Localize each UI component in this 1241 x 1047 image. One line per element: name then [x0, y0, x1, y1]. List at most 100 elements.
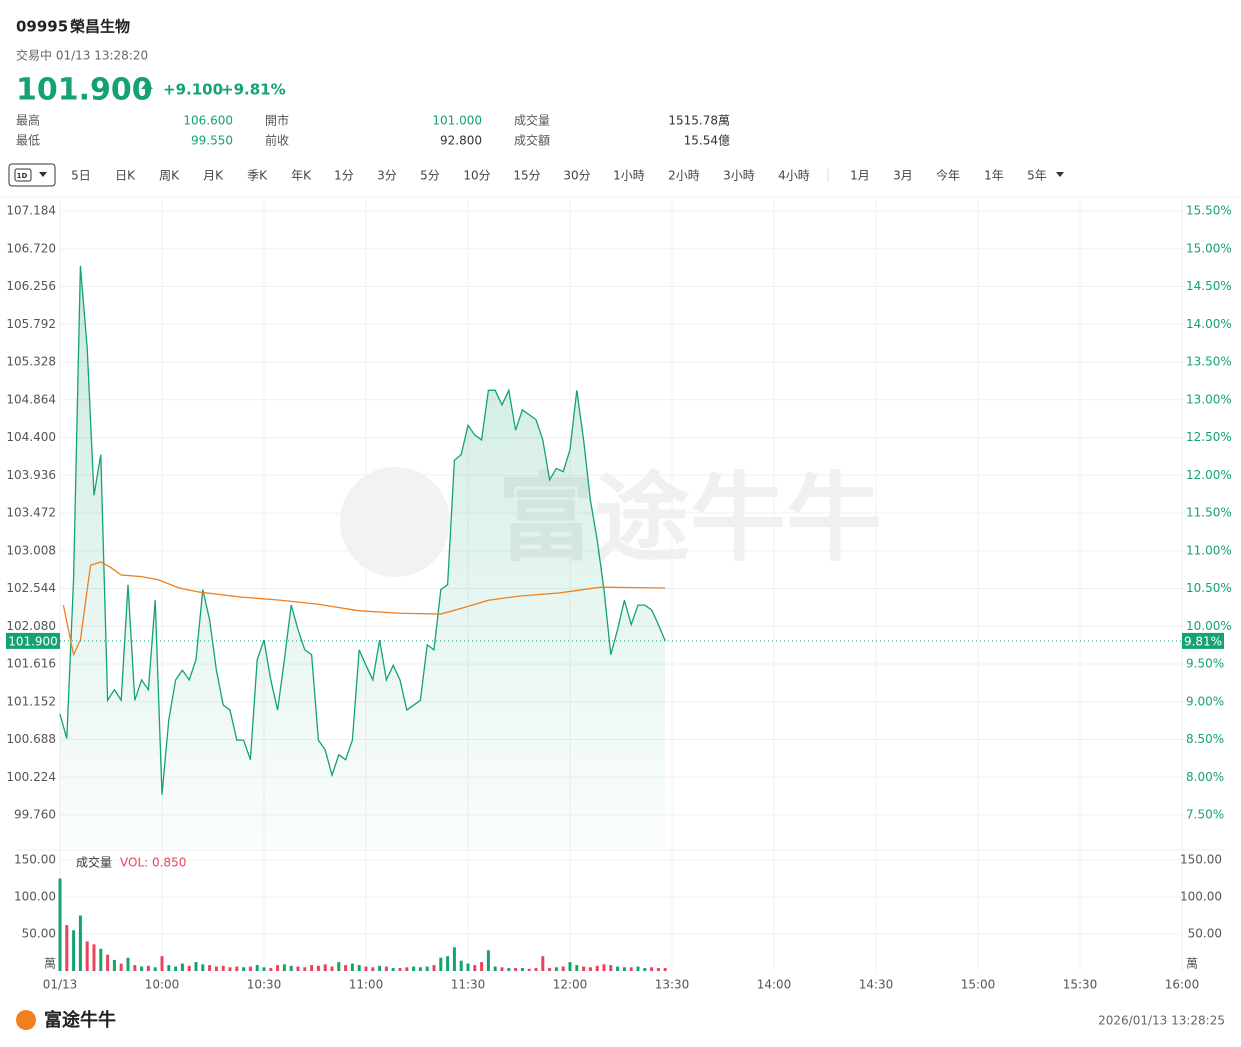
price: 101.900 [16, 73, 153, 108]
tab[interactable]: 今年 [936, 168, 960, 183]
stock-code: 09995 [16, 18, 68, 36]
tab[interactable]: 1年 [984, 169, 1004, 183]
volume-bar [643, 968, 647, 971]
y2-tick-label: 14.50% [1186, 279, 1232, 293]
volume-bar [310, 965, 314, 971]
tab[interactable]: 1D [17, 172, 28, 180]
tab[interactable]: 15分 [513, 169, 540, 183]
volume-bar [602, 964, 606, 971]
tab[interactable]: 4小時 [778, 169, 810, 183]
tab[interactable]: 5分 [420, 169, 440, 183]
volume-bar [418, 967, 422, 971]
volume-bar [568, 962, 572, 971]
volume-bar [92, 944, 96, 971]
volume-bar [616, 966, 620, 971]
tab[interactable]: 2小時 [668, 169, 700, 183]
tab[interactable]: 1分 [334, 169, 354, 183]
tab[interactable]: 3小時 [723, 169, 755, 183]
vol-indicator: VOL: 0.850 [120, 856, 186, 870]
stat-value: 99.550 [191, 134, 233, 148]
volume-bar [656, 968, 660, 971]
volume-bar [282, 964, 286, 971]
watermark-logo [340, 467, 450, 577]
stat-value: 92.800 [440, 134, 482, 148]
volume-bar [541, 956, 545, 971]
x-tick-label: 10:30 [247, 978, 282, 992]
dropdown-arrow [39, 172, 47, 177]
volume-bar [221, 965, 225, 971]
y2-tick-label: 15.00% [1186, 241, 1232, 255]
volume-bar [582, 966, 586, 971]
tab[interactable]: 季K [247, 169, 268, 183]
tab[interactable]: 日K [115, 169, 136, 183]
stat-label: 前收 [265, 133, 289, 148]
x-tick-label: 01/13 [43, 978, 78, 992]
volume-bar [588, 967, 592, 971]
volume-bar [609, 965, 613, 971]
volume-bar [486, 950, 490, 971]
volume-bar [140, 966, 144, 971]
last-price-label: 101.900 [8, 634, 58, 648]
volume-bar [167, 965, 171, 971]
stat-label: 成交額 [514, 133, 550, 148]
volume-bar [337, 962, 341, 971]
volume-bar [303, 967, 307, 971]
y2-tick-label: 9.50% [1186, 657, 1224, 671]
x-tick-label: 16:00 [1165, 978, 1200, 992]
volume-bar [248, 966, 252, 971]
stat-label: 開市 [265, 113, 289, 128]
volume-bar [235, 966, 239, 971]
volume-bar [133, 965, 137, 971]
stat-label: 最低 [16, 134, 40, 148]
volume-bar [323, 964, 327, 971]
x-tick-label: 15:30 [1063, 978, 1098, 992]
stat-value: 1515.78萬 [668, 114, 730, 128]
volume-bar [180, 963, 184, 971]
x-tick-label: 11:30 [451, 978, 486, 992]
tab[interactable]: 5日 [71, 169, 91, 183]
volume-bar [106, 954, 110, 971]
change-pct: +9.81% [221, 81, 286, 99]
tab[interactable]: 周K [159, 169, 180, 183]
tab[interactable]: 3分 [377, 169, 397, 183]
volume-bar [554, 967, 558, 971]
volume-bar [425, 966, 429, 971]
tab[interactable]: 5年 [1027, 169, 1047, 183]
price-line [59, 265, 666, 795]
stat-value: 101.000 [432, 114, 482, 128]
volume-bar [153, 967, 157, 971]
volume-bar [514, 968, 518, 971]
x-tick-label: 10:00 [145, 978, 180, 992]
x-tick-label: 14:00 [757, 978, 792, 992]
vol-tick-label: 50.00 [22, 927, 56, 941]
y-tick-label: 99.760 [14, 808, 56, 822]
x-tick-label: 13:30 [655, 978, 690, 992]
volume-bar [459, 960, 463, 971]
volume-bar [262, 967, 266, 971]
tab[interactable]: 30分 [563, 169, 590, 183]
x-tick-label: 12:00 [553, 978, 588, 992]
volume-bar [174, 966, 178, 971]
y2-tick-label: 10.50% [1186, 581, 1232, 595]
y-tick-label: 100.688 [6, 732, 56, 746]
volume-bar [629, 967, 633, 971]
tab-box [8, 163, 56, 187]
volume-bar [112, 959, 116, 971]
tab[interactable]: 月K [203, 169, 224, 183]
vol-name: 成交量 [76, 855, 112, 870]
volume-bar [242, 967, 246, 971]
volume-bar [595, 965, 599, 971]
volume-bar [520, 968, 524, 971]
tab[interactable]: 10分 [463, 169, 490, 183]
tab[interactable]: 年K [291, 169, 312, 183]
x-tick-label: 15:00 [961, 978, 996, 992]
tab[interactable]: 1月 [850, 169, 870, 183]
tab[interactable]: 3月 [893, 169, 913, 183]
vol-tick-label-right: 100.00 [1180, 890, 1222, 904]
y-tick-label: 101.616 [6, 657, 56, 671]
volume-bar [364, 966, 368, 971]
tab[interactable]: 1小時 [613, 169, 645, 183]
y-tick-label: 107.184 [6, 204, 56, 218]
dropdown-arrow [1056, 172, 1064, 177]
